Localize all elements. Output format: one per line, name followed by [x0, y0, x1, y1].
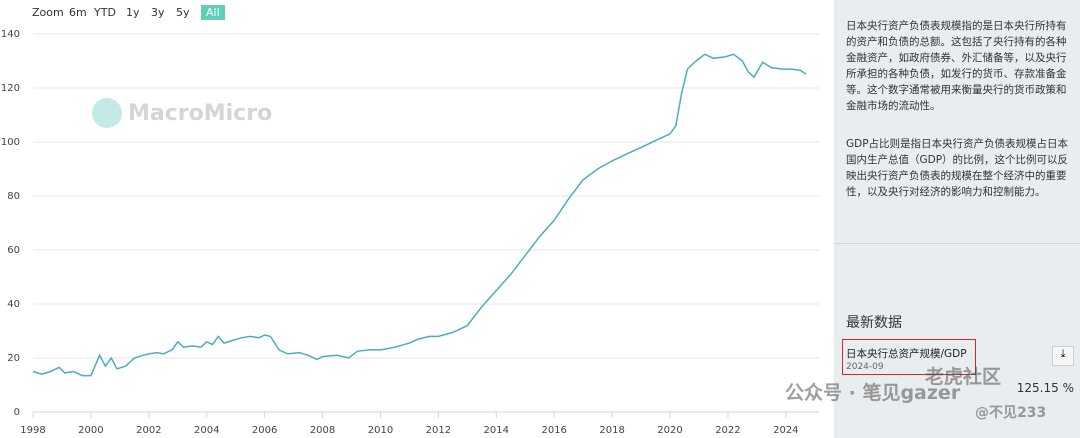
unit: % — [1062, 381, 1074, 395]
y-tick-label: 80 — [7, 191, 20, 202]
x-tick-label: 2006 — [252, 425, 277, 436]
y-tick-label: 140 — [1, 29, 20, 40]
x-tick-label: 2010 — [368, 425, 393, 436]
x-tick-label: 2018 — [599, 425, 624, 436]
download-button[interactable]: ⤓ — [1052, 346, 1074, 366]
value: 125.15 % — [1017, 381, 1074, 395]
watermark: 公众号 · 笔见gazer — [785, 382, 961, 404]
y-tick-label: 0 — [14, 407, 20, 418]
x-tick-label: 1998 — [20, 425, 45, 436]
highlight-box — [842, 339, 976, 375]
x-tick-label: 2000 — [78, 425, 103, 436]
x-tick-label: 2016 — [541, 425, 566, 436]
x-tick-label: 2014 — [484, 425, 509, 436]
watermark: 老虎社区 — [925, 366, 1002, 388]
x-tick-label: 2008 — [310, 425, 335, 436]
range-button[interactable]: YTD — [94, 6, 116, 19]
divider — [834, 243, 1080, 244]
y-tick-label: 120 — [1, 83, 20, 94]
logo: MacroMicro — [92, 98, 272, 128]
side-panel: 日本央行资产负债表规模指的是日本央行所持有的资产和负债的总额。这包括了央行持有的… — [834, 0, 1080, 438]
y-tick-label: 60 — [7, 245, 20, 256]
chart: 0 20 40 60 80 100 120 140 1998 2000 2002 2004 2006 20… — [1, 29, 819, 436]
y-tick-label: 20 — [7, 353, 20, 364]
zoom-label: Zoom — [32, 6, 64, 19]
x-tick-label: 2020 — [657, 425, 682, 436]
x-tick-label: 2004 — [194, 425, 219, 436]
y-tick-label: 100 — [1, 137, 20, 148]
range-button[interactable]: 1y — [126, 6, 140, 19]
range-button[interactable]: 5y — [176, 6, 190, 19]
logo-text: MacroMicro — [128, 100, 273, 126]
range-button[interactable]: 6m — [69, 6, 87, 19]
x-tick-label: 2022 — [715, 425, 740, 436]
x-tick-label: 2024 — [773, 425, 798, 436]
date: 2024-09 — [846, 362, 884, 372]
logo-icon — [92, 98, 122, 128]
series-name[interactable]: 日本央行总资产规模/GDP — [846, 348, 967, 360]
x-tick-label: 2012 — [426, 425, 451, 436]
latest-heading: 最新数据 — [846, 315, 902, 331]
range-button[interactable]: 3y — [151, 6, 165, 19]
description: 日本央行资产负债表规模指的是日本央行所持有的资产和负债的总额。这包括了央行持有的… — [846, 20, 1067, 112]
y-tick-label: 40 — [7, 299, 20, 310]
x-tick-label: 2002 — [136, 425, 161, 436]
watermark: @不见233 — [975, 405, 1047, 421]
range-button[interactable]: All — [201, 5, 225, 20]
data-line — [32, 53, 807, 377]
description: GDP占比则是指日本央行资产负债表规模占日本国内生产总值（GDP）的比例，这个比… — [846, 138, 1069, 198]
value-number: 125.15 — [1016, 381, 1059, 395]
